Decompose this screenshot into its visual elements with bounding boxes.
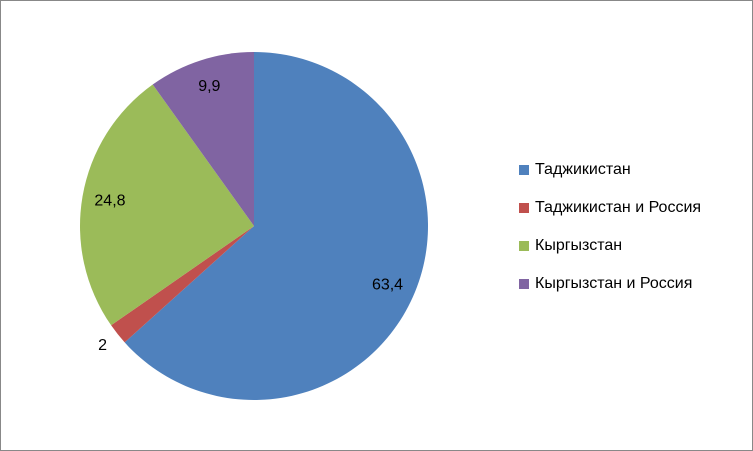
legend-swatch	[519, 279, 529, 289]
data-label: 24,8	[94, 192, 125, 209]
legend-swatch	[519, 241, 529, 251]
legend-label: Таджикистан и Россия	[535, 199, 701, 216]
legend-label: Кыргызстан и Россия	[535, 275, 692, 292]
legend-label: Таджикистан	[535, 161, 631, 178]
legend-swatch	[519, 165, 529, 175]
legend-swatch	[519, 203, 529, 213]
pie-slice	[124, 52, 428, 400]
pie-slice	[152, 52, 254, 226]
data-label: 9,9	[198, 78, 220, 95]
data-label: 2	[98, 337, 107, 354]
legend-label: Кыргызстан	[535, 237, 622, 254]
data-label: 63,4	[372, 277, 403, 294]
pie-slice	[79, 84, 254, 326]
pie-slice	[111, 226, 254, 343]
